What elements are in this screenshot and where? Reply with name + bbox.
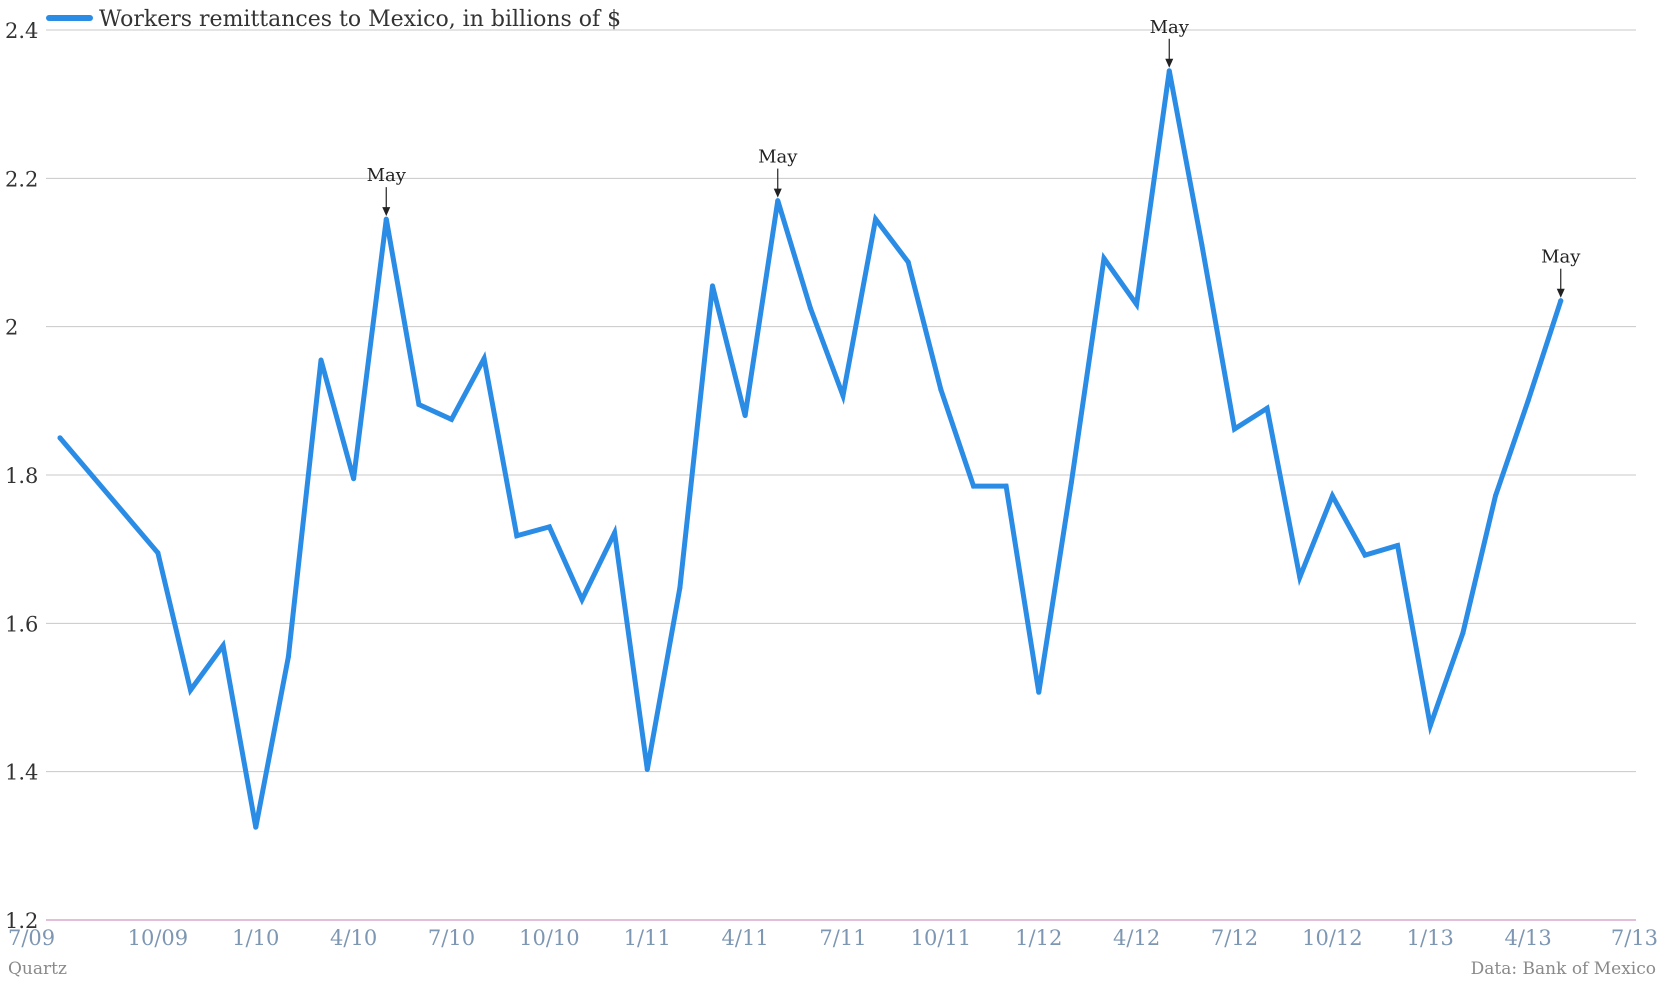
data-point [1558,298,1564,304]
data-point [1232,426,1237,432]
annotations-layer: May May May May [367,17,1581,298]
data-point [1329,493,1335,499]
data-point [285,654,291,660]
data-point [481,356,487,362]
x-tick-label: 1/13 [1407,926,1454,950]
data-point [1362,552,1368,558]
x-tick-label: 7/11 [819,926,866,950]
x-tick-label: 4/13 [1505,926,1552,950]
x-tick-label: 10/10 [519,926,580,950]
data-point [1199,242,1205,248]
annotation-arrow-head [773,188,782,198]
data-point [1003,483,1009,489]
y-tick-label: 1.6 [5,612,38,636]
x-tick-label: 10/09 [128,926,189,950]
x-axis-ticks: 7/09 10/09 1/10 4/10 7/10 10/10 1/11 4/11 7/11 10… [8,926,1658,950]
data-point [807,305,813,311]
x-tick-label: 7/10 [428,926,475,950]
data-point [775,198,781,204]
data-point [1427,723,1433,729]
data-point [155,550,161,556]
data-point [318,357,324,363]
y-tick-label: 2.4 [5,19,38,43]
gridlines [46,29,1636,921]
annotation-label: May [1150,17,1190,38]
x-tick-label: 7/09 [8,926,55,950]
legend: Workers remittances to Mexico, in billio… [46,7,621,32]
data-point [1460,630,1466,636]
data-point [1493,493,1498,499]
data-point [416,402,422,408]
annotation: May [1150,17,1190,68]
data-point [1101,255,1107,261]
data-point [873,216,879,222]
y-tick-label: 2.2 [5,167,38,191]
data-point [1134,301,1140,307]
annotation-arrow-head [382,207,391,217]
x-tick-label: 4/11 [722,926,769,950]
annotation-label: May [367,165,407,186]
source-left: Quartz [8,959,67,979]
data-point [1395,542,1401,548]
data-point [514,533,520,539]
y-axis-ticks: 1.2 1.4 1.6 1.8 2 2.2 2.4 [5,19,38,933]
legend-label: Workers remittances to Mexico, in billio… [99,7,621,32]
data-point [971,483,976,489]
series-line [57,70,1564,828]
data-point [253,824,259,830]
data-point [1166,68,1172,74]
x-tick-label: 1/10 [232,926,279,950]
data-point [546,524,552,530]
data-point [1264,405,1270,411]
data-point [905,259,911,265]
series-layer [57,68,1564,830]
annotation-arrow-head [1556,288,1565,298]
x-tick-label: 10/12 [1302,926,1363,950]
y-tick-label: 1.4 [5,761,38,785]
data-point [1068,479,1074,485]
data-point [742,413,748,419]
annotation: May [758,147,798,198]
x-tick-label: 4/12 [1113,926,1160,950]
x-tick-label: 7/12 [1211,926,1258,950]
data-point [840,393,846,399]
data-point [1525,398,1531,404]
data-point [644,766,650,772]
y-tick-label: 2 [5,316,18,340]
data-point [1297,574,1303,580]
x-tick-label: 4/10 [330,926,377,950]
annotation-label: May [758,147,798,168]
y-tick-label: 1.8 [5,464,38,488]
source-right: Data: Bank of Mexico [1471,959,1656,979]
data-point [220,643,226,649]
y-tick-label: 1.2 [5,909,38,933]
data-point [449,416,454,422]
data-point [677,585,683,591]
data-point [1036,689,1042,695]
data-point [351,476,357,482]
data-point [383,216,389,222]
data-point [938,387,944,393]
annotation: May [1541,247,1581,298]
annotation-arrow-head [1165,58,1174,68]
x-tick-label: 1/11 [624,926,671,950]
x-tick-label: 10/11 [911,926,972,950]
data-point [612,530,618,536]
data-point [57,435,63,441]
x-tick-label: 1/12 [1015,926,1062,950]
annotation-label: May [1541,247,1581,268]
data-point [710,283,715,289]
x-tick-label: 7/13 [1611,926,1658,950]
data-point [579,597,585,603]
data-point [188,687,193,693]
annotation: May [367,165,407,217]
